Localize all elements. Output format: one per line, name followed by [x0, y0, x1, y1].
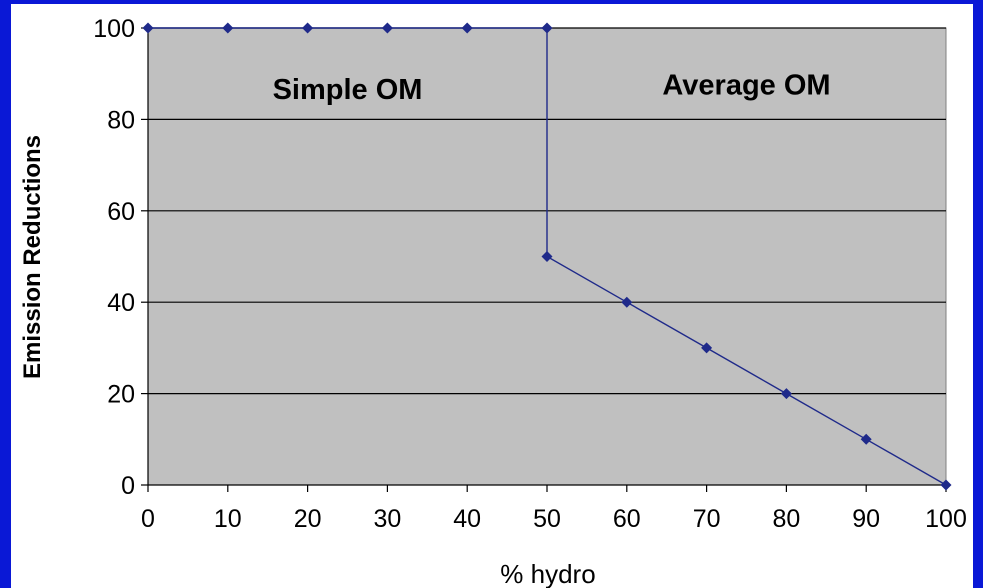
x-tick-label-90: 90: [852, 505, 880, 533]
x-tick-label-70: 70: [693, 505, 721, 533]
series-line-0: [148, 27, 947, 486]
annotation-average-om: Average OM: [662, 69, 830, 101]
data-point-100-0: [940, 479, 952, 491]
x-tick-label-50: 50: [533, 505, 561, 533]
data-point-40-100: [461, 22, 473, 34]
data-point-60-40: [621, 296, 633, 308]
x-tick-label-30: 30: [373, 505, 401, 533]
y-tick-label-20: 20: [107, 381, 135, 409]
annotation-simple-om: Simple OM: [273, 74, 423, 106]
x-tick-label-0: 0: [141, 505, 155, 533]
data-point-70-30: [701, 342, 713, 354]
data-point-0-100: [142, 22, 154, 34]
x-tick-label-60: 60: [613, 505, 641, 533]
x-tick-label-100: 100: [925, 505, 967, 533]
x-tick-label-10: 10: [214, 505, 242, 533]
y-axis-label: Emission Reductions: [19, 135, 46, 379]
y-tick-label-100: 100: [93, 15, 135, 43]
x-tick-label-40: 40: [453, 505, 481, 533]
x-axis-label: % hydro: [500, 559, 595, 588]
data-point-90-10: [860, 433, 872, 445]
data-point-50-100: [541, 22, 553, 34]
y-tick-label-60: 60: [107, 198, 135, 226]
data-point-80-20: [780, 388, 792, 400]
y-tick-label-0: 0: [121, 472, 135, 500]
y-tick-label-80: 80: [107, 106, 135, 134]
x-tick-label-20: 20: [294, 505, 322, 533]
x-tick-label-80: 80: [772, 505, 800, 533]
data-point-10-100: [222, 22, 234, 34]
data-point-30-100: [381, 22, 393, 34]
data-point-50-50: [541, 251, 553, 262]
data-point-20-100: [302, 22, 314, 34]
y-tick-label-40: 40: [107, 289, 135, 317]
